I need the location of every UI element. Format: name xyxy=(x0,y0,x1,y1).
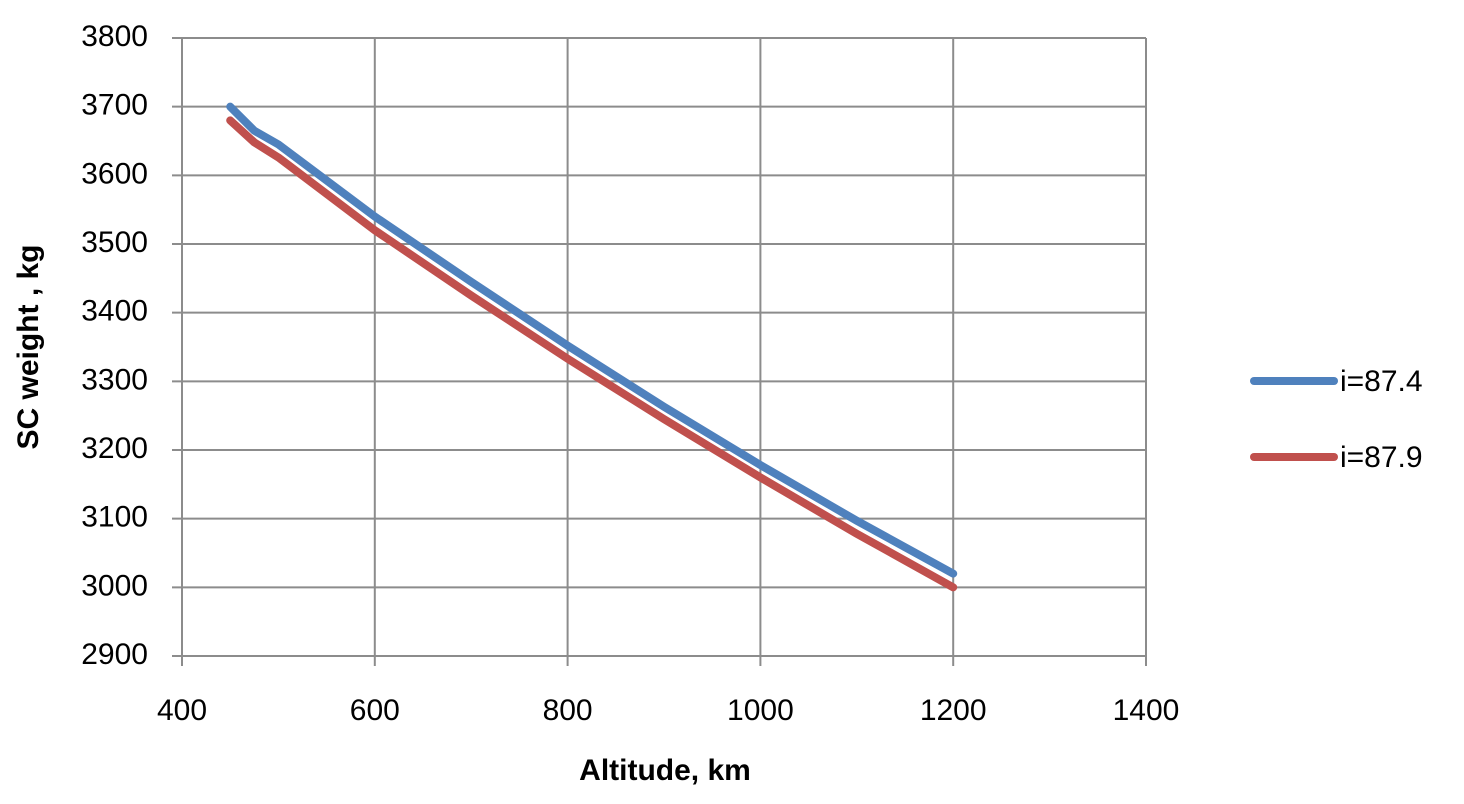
x-tick-label: 1400 xyxy=(1113,694,1180,727)
legend-label: i=87.9 xyxy=(1340,441,1423,474)
legend-label: i=87.4 xyxy=(1340,365,1423,398)
y-tick-label: 3400 xyxy=(81,295,148,328)
y-tick-label: 3500 xyxy=(81,226,148,259)
x-tick-label: 600 xyxy=(350,694,400,727)
y-tick-label: 3600 xyxy=(81,157,148,190)
y-tick-label: 3800 xyxy=(81,20,148,53)
x-axis-title: Altitude, km xyxy=(579,754,751,787)
y-tick-label: 3100 xyxy=(81,501,148,534)
x-tick-label: 1000 xyxy=(727,694,794,727)
data-line xyxy=(226,116,958,592)
data-line xyxy=(226,102,958,578)
y-tick-label: 3000 xyxy=(81,569,148,602)
y-tick-label: 3300 xyxy=(81,363,148,396)
x-tick-label: 1200 xyxy=(920,694,987,727)
y-tick-label: 3700 xyxy=(81,89,148,122)
x-tick-label: 400 xyxy=(157,694,207,727)
y-tick-label: 2900 xyxy=(81,638,148,671)
y-axis-title: SC weight , kg xyxy=(12,244,45,449)
x-tick-label: 800 xyxy=(543,694,593,727)
y-tick-label: 3200 xyxy=(81,432,148,465)
